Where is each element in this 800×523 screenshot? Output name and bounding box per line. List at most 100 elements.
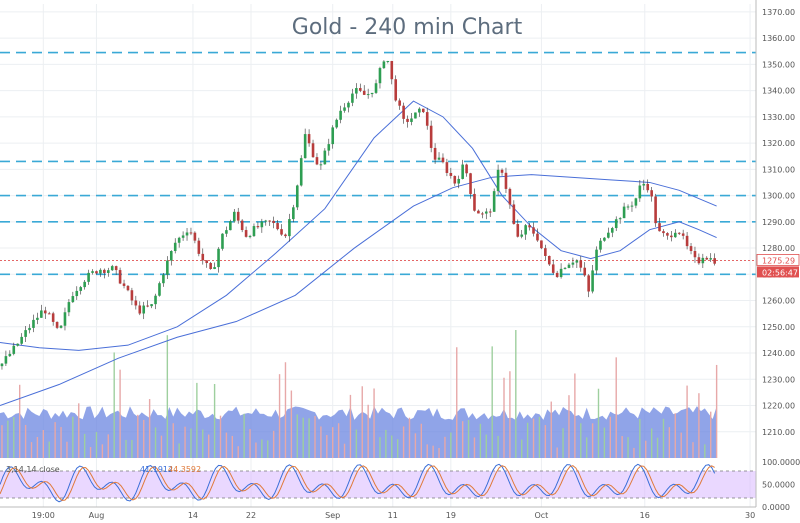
candle-body [343, 107, 346, 111]
stoch-tick-label: 0.0000 [762, 503, 790, 512]
candle-body [173, 242, 177, 251]
candle-body [473, 193, 476, 211]
candle-body [366, 94, 370, 96]
price-tick-label: 1360.00 [762, 34, 795, 43]
time-tick-label: 30 [745, 511, 755, 520]
candle-body [0, 363, 4, 367]
candle-body [681, 233, 685, 236]
candle-body [689, 246, 693, 252]
candle-body [646, 183, 650, 191]
candle-body [299, 158, 303, 186]
candle-body [225, 230, 228, 234]
candle-body [555, 272, 559, 278]
candle-body [504, 172, 508, 189]
candle-body [398, 100, 401, 106]
time-tick-label: 19:00 [32, 511, 55, 520]
stoch-value-k: 41.1912 [140, 465, 173, 474]
candle-body [331, 127, 335, 145]
candle-body [488, 211, 492, 213]
candle-body [142, 305, 146, 314]
candle-body [512, 204, 516, 225]
candle-body [563, 267, 567, 269]
candle-body [425, 112, 429, 126]
candle-body [193, 232, 197, 241]
candle-body [67, 302, 71, 313]
candle-body [75, 290, 79, 297]
time-tick-label: Aug [89, 511, 105, 520]
candle-body [240, 220, 244, 231]
candle-body [508, 188, 512, 205]
candle-body [197, 240, 201, 254]
candle-body [95, 271, 98, 274]
candle-body [516, 224, 520, 237]
candle-body [634, 198, 638, 206]
candle-body [524, 225, 527, 235]
price-tick-label: 1230.00 [762, 375, 795, 384]
candle-body [390, 60, 394, 80]
moving-average-line [0, 174, 717, 406]
price-tick-label: 1240.00 [762, 349, 795, 358]
candle-body [28, 327, 31, 331]
price-axis: 1210.00 1220.00 1230.00 1240.00 1250.00 1260.… [755, 0, 800, 512]
candle-body [138, 305, 142, 314]
candle-body [394, 79, 398, 101]
candle-body [658, 223, 661, 232]
candle-body [382, 61, 386, 69]
candle-body [71, 296, 75, 303]
time-tick-label: Oct [534, 511, 548, 520]
candle-body [169, 250, 173, 261]
candle-body [697, 257, 701, 264]
stoch-value-d: 44.3592 [168, 465, 201, 474]
candle-body [110, 266, 114, 271]
candle-body [433, 147, 437, 160]
candle-body [268, 220, 272, 222]
stoch-label: 3,14,14 close [6, 465, 60, 474]
moving-average-layer [0, 100, 717, 406]
last-price-badge [756, 254, 800, 266]
candle-body [457, 178, 461, 184]
candle-body [441, 157, 445, 163]
candle-body [579, 260, 583, 268]
candle-body [319, 164, 323, 166]
time-axis: 19:00 Aug 14 22 Sep 11 19 Oct 16 30 [0, 506, 756, 520]
price-tick-label: 1280.00 [762, 244, 795, 253]
candle-body [693, 251, 697, 258]
candle-body [355, 88, 358, 94]
candle-body [323, 150, 327, 165]
volume-layer [0, 329, 718, 458]
candle-body [544, 248, 547, 256]
candle-body [638, 185, 642, 199]
candle-body [126, 285, 130, 291]
candle-body [288, 219, 291, 237]
candle-body [146, 305, 149, 307]
candle-body [650, 190, 653, 197]
candle-body [221, 233, 224, 249]
candle-body [99, 269, 102, 274]
time-tick-label: Sep [325, 511, 340, 520]
price-tick-label: 1340.00 [762, 87, 795, 96]
candle-body [587, 275, 590, 292]
time-tick-label: 22 [246, 511, 256, 520]
candle-body [201, 253, 205, 261]
candle-body [272, 220, 275, 224]
price-tick-label: 1210.00 [762, 428, 795, 437]
candle-body [20, 336, 23, 344]
time-tick-label: 14 [188, 511, 198, 520]
candle-body [654, 196, 657, 224]
candle-body [303, 134, 307, 159]
candle-body [292, 207, 295, 220]
candle-body [264, 220, 268, 222]
candle-body [154, 295, 157, 305]
price-tick-label: 1310.00 [762, 165, 795, 174]
candle-body [358, 88, 362, 91]
candle-body [626, 206, 630, 208]
candle-body [713, 258, 716, 264]
candle-body [520, 234, 524, 237]
moving-average-line [0, 100, 717, 351]
candle-body [709, 258, 713, 260]
candle-body [532, 227, 535, 234]
candle-body [386, 60, 390, 62]
price-tick-label: 1330.00 [762, 113, 795, 122]
candle-body [213, 267, 216, 269]
